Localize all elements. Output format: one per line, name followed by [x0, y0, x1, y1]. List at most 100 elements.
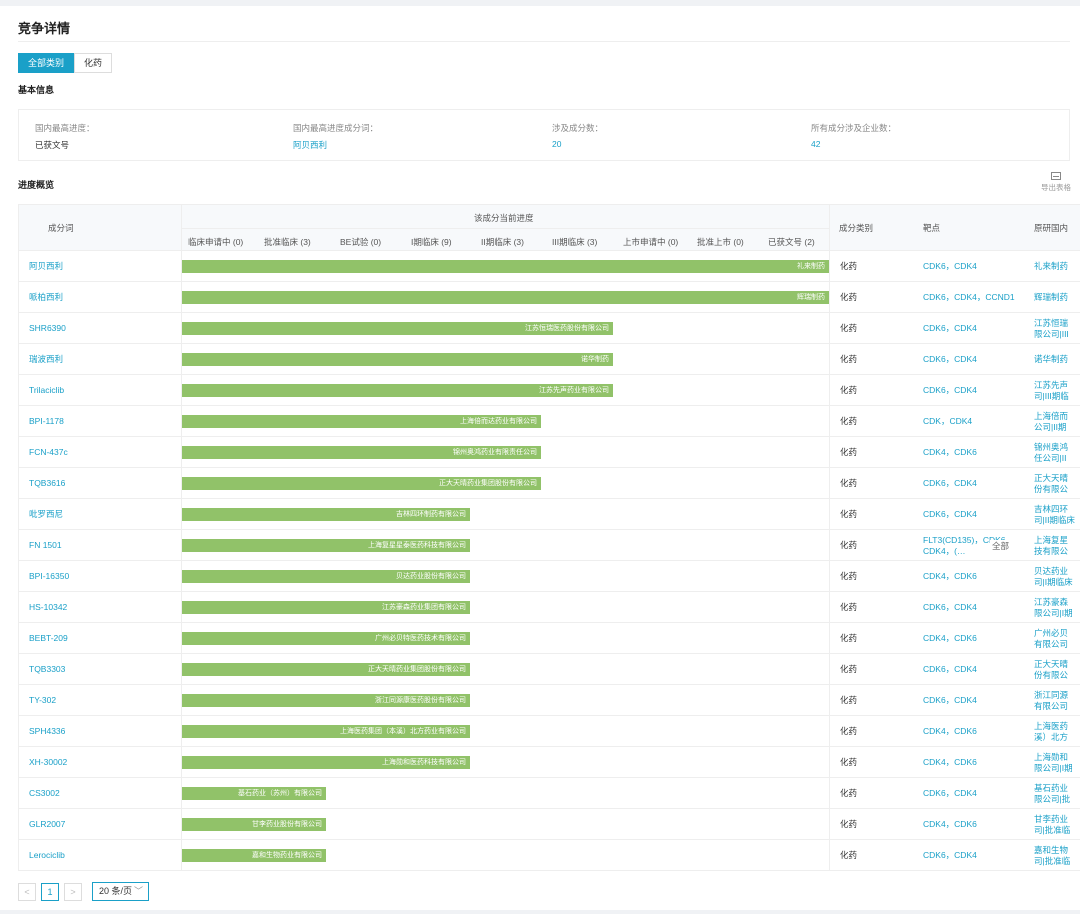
- ingredient-link[interactable]: SPH4336: [29, 726, 66, 736]
- target-link[interactable]: CDK4，CDK6: [923, 757, 977, 767]
- info-value-link[interactable]: 阿贝西利: [293, 140, 328, 150]
- progress-bar[interactable]: 江苏恒瑞医药股份有限公司: [182, 322, 613, 335]
- target-link[interactable]: CDK6，CDK4: [923, 354, 977, 364]
- target-link[interactable]: CDK4，CDK6: [923, 726, 977, 736]
- tab-chemical-drug[interactable]: 化药: [74, 53, 113, 73]
- target-link[interactable]: CDK6，CDK4: [923, 602, 977, 612]
- target-link[interactable]: CDK6，CDK4，CCND1: [923, 292, 1015, 302]
- target-link[interactable]: CDK6，CDK4: [923, 695, 977, 705]
- ingredient-link[interactable]: GLR2007: [29, 819, 66, 829]
- ingredient-link[interactable]: Lerociclib: [29, 850, 65, 860]
- info-value-link[interactable]: 42: [811, 139, 821, 149]
- page-1-button[interactable]: 1: [41, 882, 59, 901]
- target-link[interactable]: CDK6，CDK4: [923, 788, 977, 798]
- page-size-value: 20 条/页: [99, 886, 133, 896]
- progress-bar[interactable]: 上海倍而达药业有限公司: [182, 415, 541, 428]
- progress-bar[interactable]: 正大天晴药业集团股份有限公司: [182, 477, 541, 490]
- ingredient-link[interactable]: HS-10342: [29, 602, 68, 612]
- progress-bar[interactable]: 上海勋和医药科技有限公司: [182, 756, 470, 769]
- show-all-link[interactable]: 全部: [990, 540, 1010, 552]
- header-divider: [181, 205, 182, 250]
- progress-bar[interactable]: 基石药业（苏州）有限公司: [182, 787, 326, 800]
- target-link[interactable]: CDK6，CDK4: [923, 261, 977, 271]
- ingredient-link[interactable]: FCN-437c: [29, 447, 68, 457]
- progress-bar[interactable]: 江苏先声药业有限公司: [182, 384, 613, 397]
- table-row: 阿贝西利 礼来制药 化药 CDK6，CDK4 礼来制药: [19, 251, 1080, 282]
- progress-bar[interactable]: 吉林四环制药有限公司: [182, 508, 470, 521]
- ingredient-link[interactable]: BPI-1178: [29, 416, 64, 426]
- progress-bar[interactable]: 嘉和生物药业有限公司: [182, 849, 326, 862]
- progress-bar[interactable]: 贝达药业股份有限公司: [182, 570, 470, 583]
- originator-link[interactable]: 江苏豪森 限公司|I期: [1034, 596, 1073, 618]
- target-link[interactable]: CDK6，CDK4: [923, 509, 977, 519]
- originator-link[interactable]: 浙江同源 有限公司: [1034, 689, 1069, 711]
- page-size-select[interactable]: 20 条/页 ﹀: [92, 882, 149, 901]
- target-link[interactable]: CDK，CDK4: [923, 416, 973, 426]
- originator-link[interactable]: 上海勋和 限公司|I期: [1034, 751, 1073, 773]
- target-link[interactable]: CDK4，CDK6: [923, 447, 977, 457]
- next-page-button[interactable]: >: [64, 882, 82, 901]
- ingredient-link[interactable]: SHR6390: [29, 323, 66, 333]
- progress-bar[interactable]: 浙江同源康医药股份有限公司: [182, 694, 470, 707]
- progress-bar[interactable]: 锦州奥鸿药业有限责任公司: [182, 446, 541, 459]
- ingredient-link[interactable]: CS3002: [29, 788, 60, 798]
- export-table-button[interactable]: 导出表格: [1036, 172, 1076, 193]
- originator-link[interactable]: 广州必贝 有限公司: [1034, 627, 1069, 649]
- competition-detail-page: 竞争详情 全部类别 化药 基本信息 国内最高进度： 已获文号 国内最高进度成分词…: [0, 6, 1080, 910]
- originator-link[interactable]: 正大天晴 份有限公: [1034, 658, 1069, 680]
- table-row: TQB3616 正大天晴药业集团股份有限公司 化药 CDK6，CDK4 正大天晴 份有限…: [19, 468, 1080, 499]
- ingredient-link[interactable]: TY-302: [29, 695, 57, 705]
- originator-link[interactable]: 上海复星 技有限公: [1034, 534, 1069, 556]
- target-link[interactable]: CDK6，CDK4: [923, 850, 977, 860]
- ingredient-link[interactable]: BPI-16350: [29, 571, 70, 581]
- ingredient-link[interactable]: 吡罗西尼: [29, 509, 64, 519]
- progress-bar[interactable]: 辉瑞制药: [182, 291, 829, 304]
- target-link[interactable]: FLT3(CD135)，CDK6，CDK4，(…: [923, 534, 1015, 556]
- originator-link[interactable]: 辉瑞制药: [1034, 292, 1069, 302]
- progress-bar[interactable]: 诺华制药: [182, 353, 613, 366]
- ingredient-link[interactable]: Trilaciclib: [29, 385, 65, 395]
- target-link[interactable]: CDK6，CDK4: [923, 323, 977, 333]
- ingredient-link[interactable]: XH-30002: [29, 757, 68, 767]
- ingredient-link[interactable]: 哌柏西利: [29, 292, 64, 302]
- originator-link[interactable]: 诺华制药: [1034, 354, 1069, 364]
- ingredient-link[interactable]: TQB3616: [29, 478, 66, 488]
- progress-bar[interactable]: 正大天晴药业集团股份有限公司: [182, 663, 470, 676]
- originator-link[interactable]: 甘李药业 司|批准临: [1034, 813, 1071, 835]
- progress-bar[interactable]: 江苏豪森药业集团有限公司: [182, 601, 470, 614]
- target-link[interactable]: CDK6，CDK4: [923, 664, 977, 674]
- header-subdivider: [182, 228, 829, 229]
- ingredient-link[interactable]: 阿贝西利: [29, 261, 64, 271]
- ingredient-type: 化药: [840, 478, 858, 488]
- originator-link[interactable]: 基石药业 限公司|批: [1034, 782, 1071, 804]
- originator-link[interactable]: 上海医药 溪）北方: [1034, 720, 1069, 742]
- target-link[interactable]: CDK6，CDK4: [923, 385, 977, 395]
- progress-bar[interactable]: 上海复星星泰医药科技有限公司: [182, 539, 470, 552]
- originator-link[interactable]: 上海倍而 公司|II期: [1034, 410, 1069, 432]
- target-link[interactable]: CDK4，CDK6: [923, 571, 977, 581]
- progress-bar[interactable]: 广州必贝特医药技术有限公司: [182, 632, 470, 645]
- progress-bar[interactable]: 上海医药集团（本溪）北方药业有限公司: [182, 725, 470, 738]
- info-value-link[interactable]: 20: [552, 139, 562, 149]
- originator-link[interactable]: 礼来制药: [1034, 261, 1069, 271]
- originator-link[interactable]: 正大天晴 份有限公: [1034, 472, 1069, 494]
- originator-link[interactable]: 嘉和生物 司|批准临: [1034, 844, 1071, 866]
- table-row: XH-30002 上海勋和医药科技有限公司 化药 CDK4，CDK6 上海勋和 限公司|…: [19, 747, 1080, 778]
- originator-link[interactable]: 贝达药业 司|I期临床: [1034, 565, 1073, 587]
- tab-all-categories[interactable]: 全部类别: [18, 53, 75, 73]
- ingredient-link[interactable]: BEBT-209: [29, 633, 68, 643]
- prev-page-button[interactable]: <: [18, 882, 36, 901]
- target-link[interactable]: CDK4，CDK6: [923, 633, 977, 643]
- originator-link[interactable]: 锦州奥鸿 任公司|II: [1034, 441, 1069, 463]
- info-highest-progress: 国内最高进度： 已获文号: [35, 122, 95, 151]
- progress-bar[interactable]: 礼来制药: [182, 260, 829, 273]
- ingredient-link[interactable]: 瑞波西利: [29, 354, 64, 364]
- ingredient-link[interactable]: FN 1501: [29, 540, 62, 550]
- ingredient-link[interactable]: TQB3303: [29, 664, 66, 674]
- target-link[interactable]: CDK6，CDK4: [923, 478, 977, 488]
- progress-bar[interactable]: 甘李药业股份有限公司: [182, 818, 326, 831]
- originator-link[interactable]: 江苏恒瑞 限公司|III: [1034, 317, 1069, 339]
- originator-link[interactable]: 吉林四环 司|II期临床: [1034, 503, 1075, 525]
- originator-link[interactable]: 江苏先声 司|III期临: [1034, 379, 1069, 401]
- target-link[interactable]: CDK4，CDK6: [923, 819, 977, 829]
